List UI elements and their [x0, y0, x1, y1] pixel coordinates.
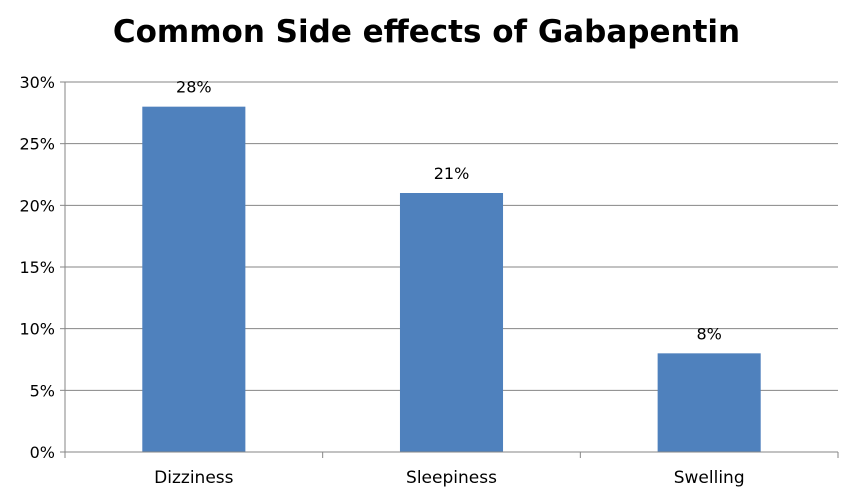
bars [142, 106, 761, 453]
x-category-label: Dizziness [154, 468, 233, 488]
data-label: 21% [434, 164, 470, 183]
y-tick-label: 30% [19, 73, 55, 92]
labels: 0% 5% 10% 15% 20% 25% 30% 28% Dizziness 21% Sleepi… [19, 73, 744, 488]
data-label: 28% [176, 78, 212, 97]
x-category-label: Sleepiness [406, 468, 497, 488]
y-tick-label: 25% [19, 135, 55, 154]
y-tick-label: 15% [19, 258, 55, 277]
x-category-label: Swelling [674, 468, 745, 488]
bar-dizziness [142, 106, 246, 453]
axes [60, 81, 839, 458]
chart-title: Common Side effects of Gabapentin [112, 14, 741, 50]
data-label: 8% [696, 324, 721, 343]
bar-swelling [657, 353, 761, 452]
y-tick-label: 5% [30, 381, 55, 400]
y-tick-label: 20% [19, 196, 55, 215]
bar-sleepiness [399, 193, 504, 452]
y-tick-label: 0% [30, 443, 55, 462]
y-tick-label: 10% [19, 320, 55, 339]
